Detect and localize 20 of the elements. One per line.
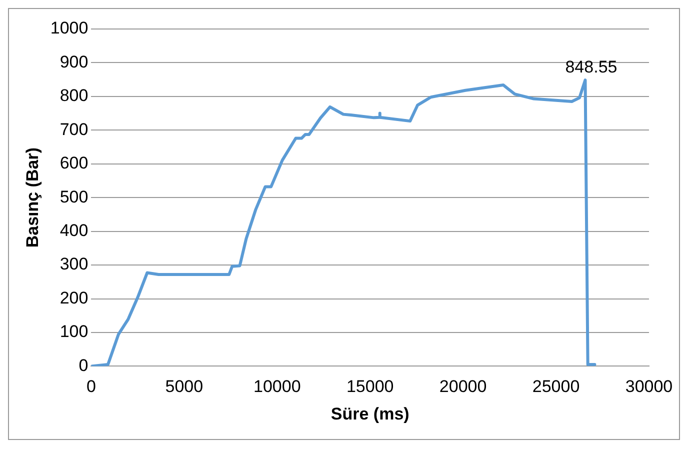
x-tick-label: 25000 xyxy=(532,377,580,396)
y-tick-label: 200 xyxy=(60,288,88,308)
annotation: 848.55 xyxy=(565,57,618,76)
x-tick-label: 30000 xyxy=(625,377,673,396)
y-tick-label: 100 xyxy=(60,322,88,342)
y-tick-label: 700 xyxy=(60,120,88,139)
x-tick-label: 15000 xyxy=(346,377,394,396)
y-axis-title: Basınç (Bar) xyxy=(22,148,42,248)
y-tick-label: 0 xyxy=(78,356,88,375)
y-tick-label: 800 xyxy=(60,86,88,106)
y-tick-label: 1000 xyxy=(50,18,88,38)
x-axis-title: Süre (ms) xyxy=(330,404,410,424)
x-tick-label: 20000 xyxy=(439,377,487,396)
x-tick-label: 10000 xyxy=(254,377,301,396)
y-tick-label: 900 xyxy=(60,52,88,72)
y-tick-label: 400 xyxy=(60,221,88,240)
y-tick-label: 500 xyxy=(60,187,88,206)
y-tick-label: 600 xyxy=(60,154,88,173)
y-tick-label: 300 xyxy=(60,254,88,274)
x-tick-label: 5000 xyxy=(165,377,204,396)
